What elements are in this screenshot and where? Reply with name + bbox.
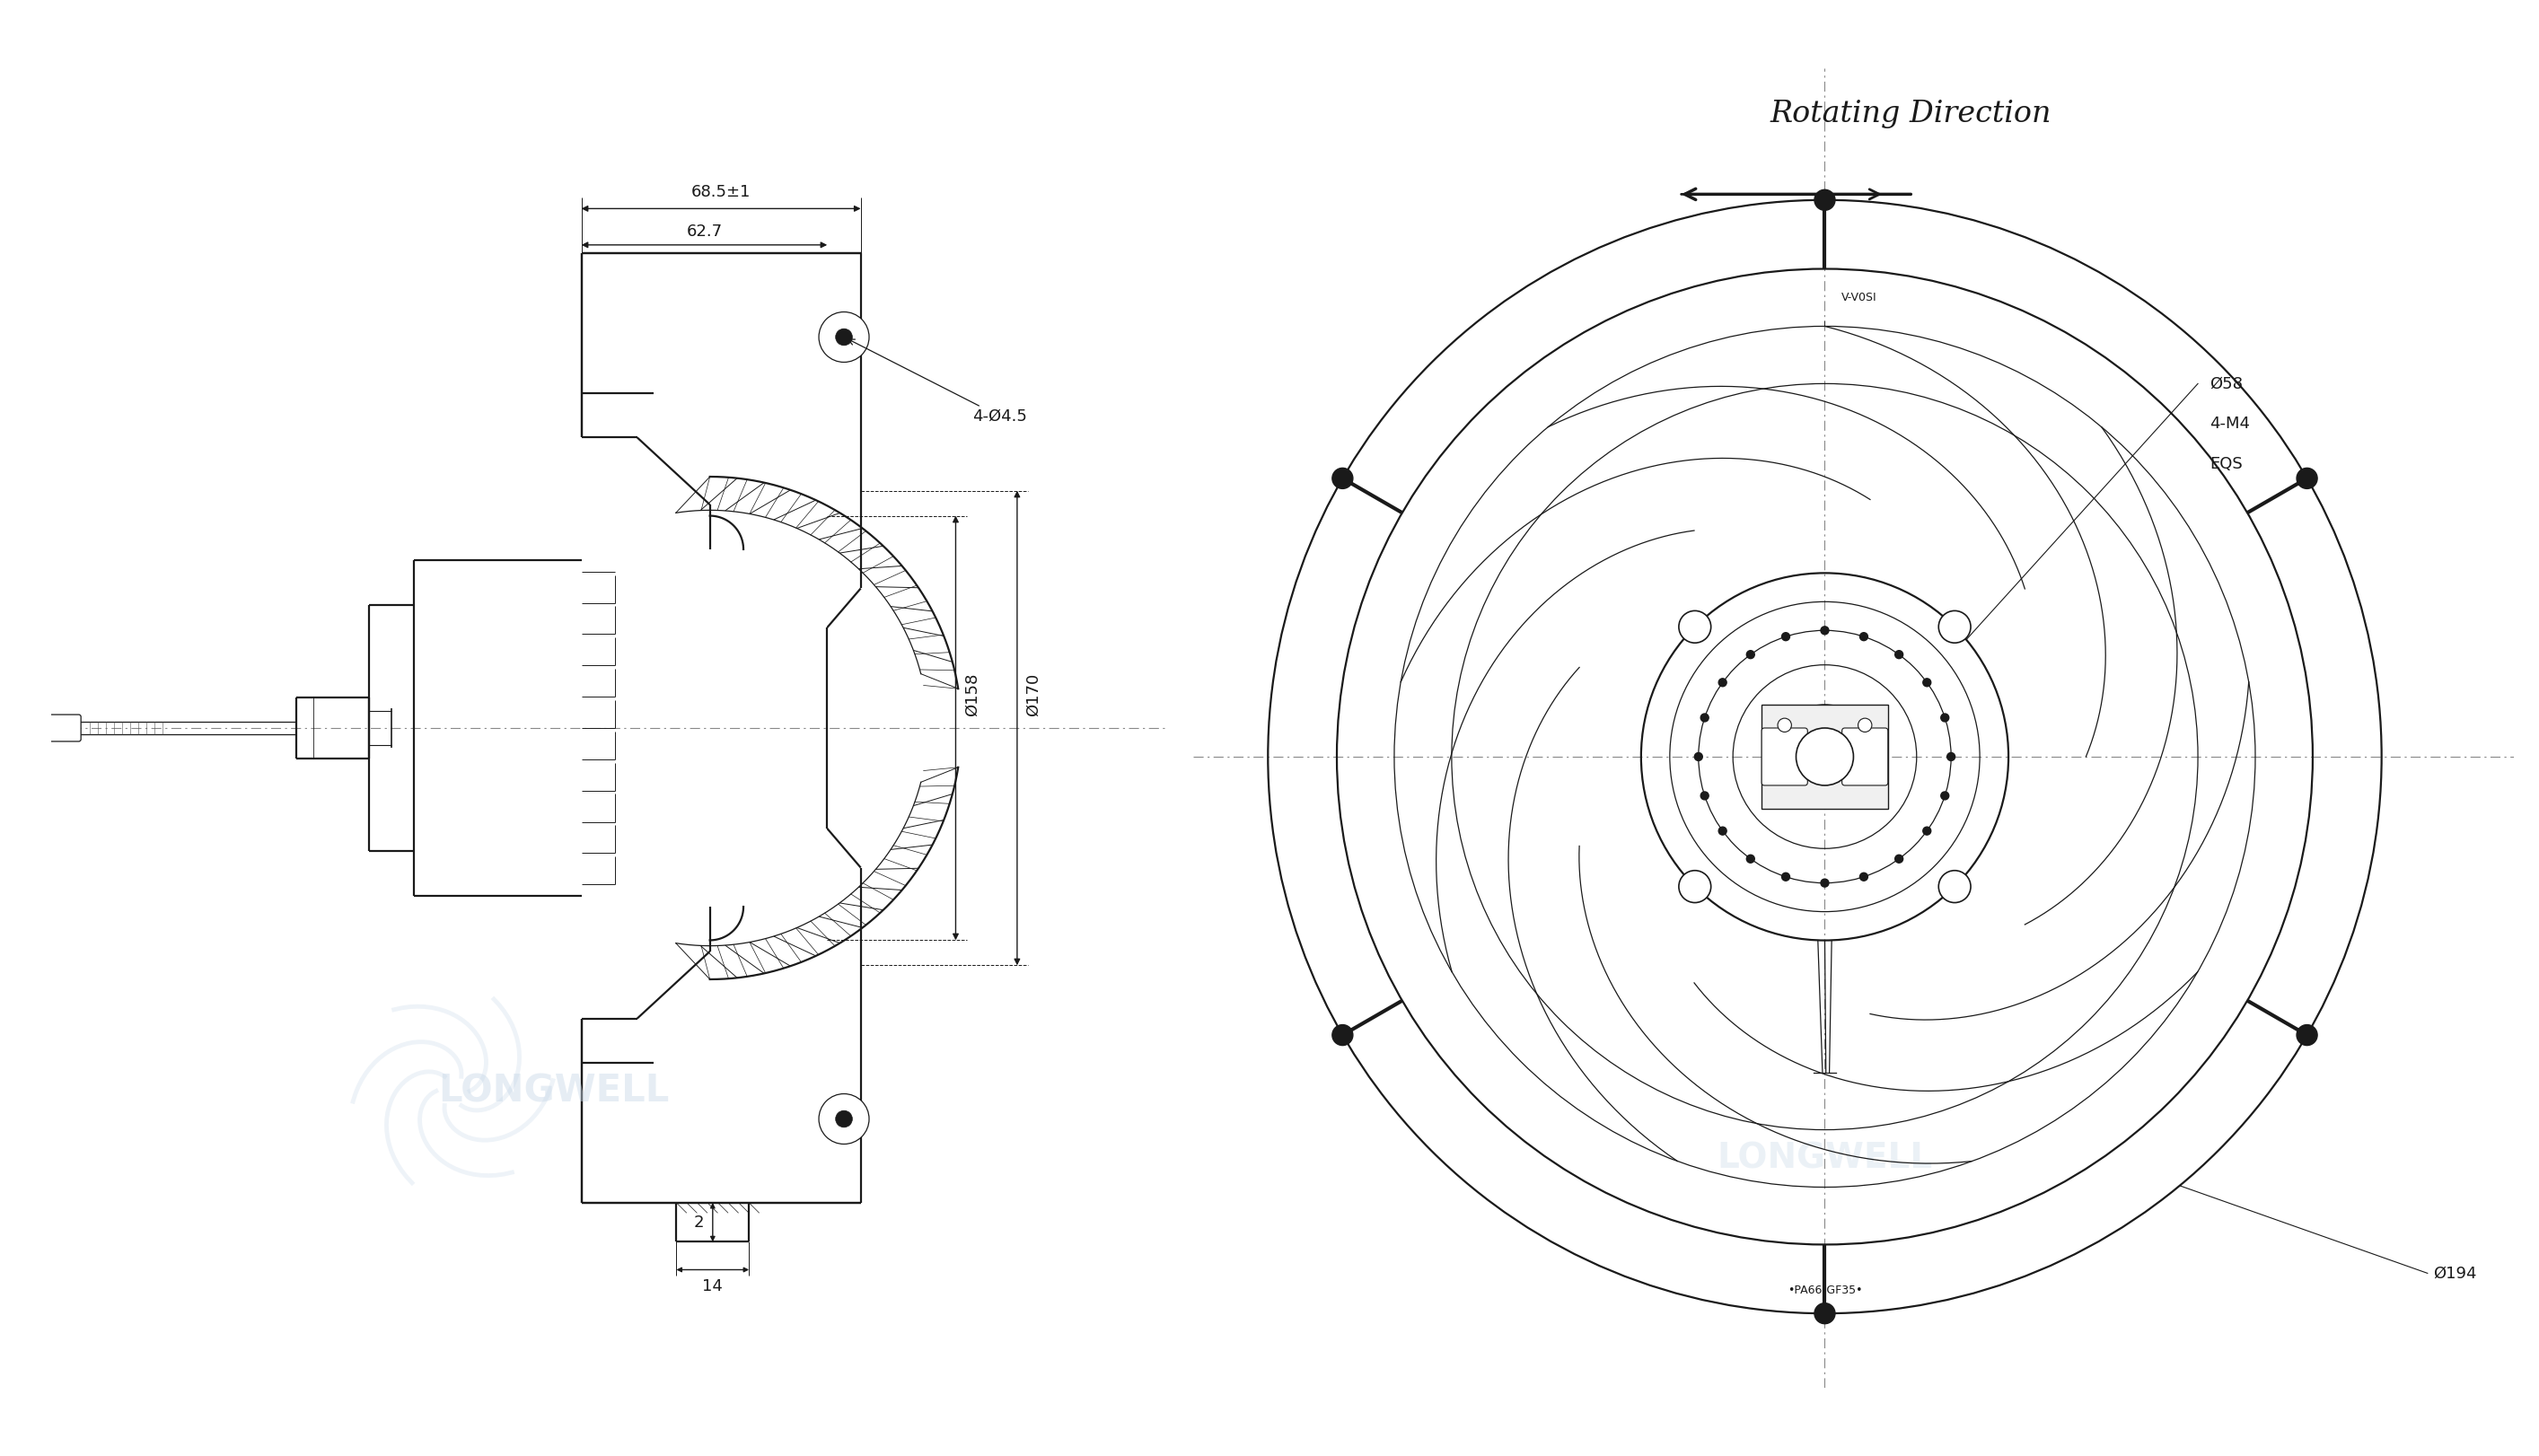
Circle shape xyxy=(1805,737,1846,778)
Circle shape xyxy=(820,1093,868,1144)
FancyBboxPatch shape xyxy=(1762,728,1808,785)
Circle shape xyxy=(2298,467,2318,489)
Circle shape xyxy=(1922,827,1932,834)
Circle shape xyxy=(1701,713,1709,722)
Text: 2: 2 xyxy=(693,1214,703,1230)
FancyBboxPatch shape xyxy=(1762,705,1889,808)
Circle shape xyxy=(1795,728,1853,785)
Text: Ø194: Ø194 xyxy=(2432,1265,2476,1281)
Circle shape xyxy=(1782,632,1790,641)
Circle shape xyxy=(1940,610,1970,644)
Circle shape xyxy=(1678,610,1711,644)
FancyBboxPatch shape xyxy=(1841,728,1889,785)
Text: 4-M4: 4-M4 xyxy=(2209,416,2250,432)
Circle shape xyxy=(835,1111,853,1127)
Circle shape xyxy=(1719,678,1727,686)
Text: •PA66-GF35•: •PA66-GF35• xyxy=(1787,1284,1861,1296)
Text: 62.7: 62.7 xyxy=(686,223,721,239)
Circle shape xyxy=(1859,718,1871,732)
Text: LONGWELL: LONGWELL xyxy=(1716,1142,1932,1175)
Circle shape xyxy=(1859,632,1869,641)
Circle shape xyxy=(1815,189,1836,210)
Text: Ø158: Ø158 xyxy=(965,673,980,716)
Circle shape xyxy=(1333,467,1353,489)
Circle shape xyxy=(1894,855,1904,863)
Circle shape xyxy=(1777,718,1793,732)
Circle shape xyxy=(1940,792,1950,799)
Text: Ø58: Ø58 xyxy=(2209,376,2242,392)
Text: 4-Ø4.5: 4-Ø4.5 xyxy=(848,339,1028,424)
Text: 68.5±1: 68.5±1 xyxy=(691,183,752,201)
Circle shape xyxy=(1820,626,1828,635)
Circle shape xyxy=(1940,871,1970,903)
Circle shape xyxy=(1859,872,1869,881)
Text: V-V0SI: V-V0SI xyxy=(1841,291,1876,303)
Text: Rotating Direction: Rotating Direction xyxy=(1770,99,2052,128)
Circle shape xyxy=(2298,1025,2318,1045)
FancyBboxPatch shape xyxy=(48,715,81,741)
Circle shape xyxy=(1820,879,1828,887)
Circle shape xyxy=(835,329,853,345)
Circle shape xyxy=(1701,792,1709,799)
Circle shape xyxy=(1922,678,1932,686)
Text: 14: 14 xyxy=(703,1278,724,1294)
Circle shape xyxy=(1947,753,1955,760)
Circle shape xyxy=(1678,871,1711,903)
Circle shape xyxy=(1815,1303,1836,1324)
Circle shape xyxy=(1694,753,1704,760)
Circle shape xyxy=(820,312,868,363)
Circle shape xyxy=(1747,855,1754,863)
Circle shape xyxy=(1782,872,1790,881)
Text: EQS: EQS xyxy=(2209,456,2242,472)
Circle shape xyxy=(1719,827,1727,834)
Circle shape xyxy=(1940,713,1950,722)
Circle shape xyxy=(1894,651,1904,658)
Circle shape xyxy=(1333,1025,1353,1045)
Circle shape xyxy=(1747,651,1754,658)
Text: LONGWELL: LONGWELL xyxy=(437,1072,670,1109)
Text: Ø170: Ø170 xyxy=(1026,673,1041,716)
